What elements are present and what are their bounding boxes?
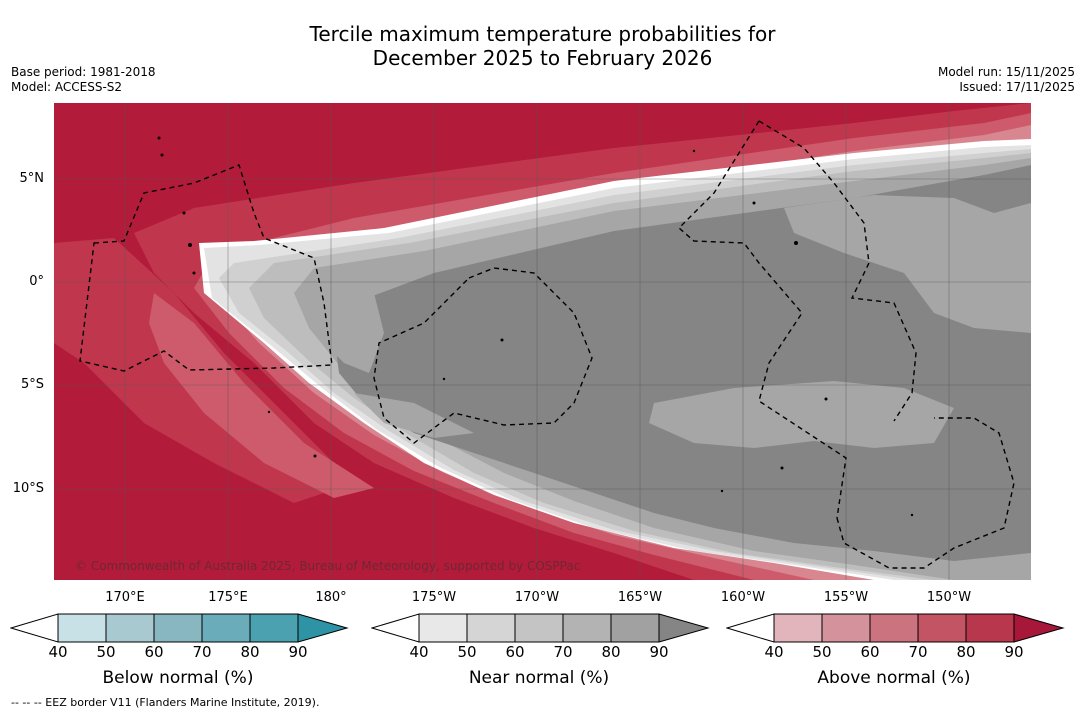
lon-label-165w: 165°W bbox=[617, 590, 663, 605]
near-70-patch-west bbox=[304, 278, 384, 373]
lon-label-155w: 155°W bbox=[823, 590, 869, 605]
colorbar-below-seg-1 bbox=[106, 614, 154, 642]
chart-title: Tercile maximum temperature probabilitie… bbox=[0, 22, 1085, 70]
above-tick-90: 90 bbox=[1004, 643, 1024, 661]
graticule bbox=[54, 103, 1031, 580]
below-tick-60: 60 bbox=[144, 643, 164, 661]
model-name: Model: ACCESS-S2 bbox=[11, 80, 123, 94]
colorbar-below-extend-low bbox=[10, 613, 59, 643]
eez-line-islands-west bbox=[677, 120, 847, 519]
colorbar-below-seg-4 bbox=[250, 614, 298, 642]
colorbar-above bbox=[726, 613, 1065, 643]
colorbar-near-seg-3 bbox=[563, 614, 611, 642]
meta-left: Base period: 1981-2018 Model: ACCESS-S2 bbox=[11, 65, 156, 95]
below-normal-label: Below normal (%) bbox=[102, 668, 254, 688]
above-normal-label: Above normal (%) bbox=[817, 668, 971, 688]
near-90-region bbox=[334, 165, 1031, 561]
colorbar-near-seg-4 bbox=[611, 614, 659, 642]
colorbar-below-seg-3 bbox=[202, 614, 250, 642]
lon-label-160w: 160°W bbox=[720, 590, 766, 605]
title-line-2: December 2025 to February 2026 bbox=[372, 46, 713, 70]
lon-label-175e: 175°E bbox=[208, 590, 248, 605]
lat-label-5n: 5°N bbox=[19, 171, 45, 186]
colorbar-above-seg-4 bbox=[966, 614, 1014, 642]
eez-footnote: -- -- -- EEZ border V11 (Flanders Marine… bbox=[11, 696, 320, 709]
colorbar-below-seg-0 bbox=[58, 614, 106, 642]
near-tick-60: 60 bbox=[505, 643, 525, 661]
above-tick-50: 50 bbox=[812, 643, 832, 661]
near-tick-50: 50 bbox=[457, 643, 477, 661]
eez-cook bbox=[836, 417, 1015, 569]
near-normal-label: Near normal (%) bbox=[468, 668, 610, 688]
lon-label-170w: 170°W bbox=[514, 590, 560, 605]
eez-kiribati-gilbert bbox=[79, 164, 333, 372]
probability-map bbox=[54, 103, 1031, 580]
above-tick-80: 80 bbox=[956, 643, 976, 661]
below-tick-90: 90 bbox=[288, 643, 308, 661]
lat-label-0: 0° bbox=[29, 274, 44, 289]
below-tick-80: 80 bbox=[240, 643, 260, 661]
colorbar-above-extend-high bbox=[1014, 614, 1063, 642]
islands bbox=[157, 136, 914, 517]
colorbar-above-extend-low bbox=[726, 613, 775, 643]
colorbar-above-seg-2 bbox=[870, 614, 918, 642]
map-svg bbox=[54, 103, 1031, 580]
colorbar-above-seg-1 bbox=[822, 614, 870, 642]
near-tick-90: 90 bbox=[649, 643, 669, 661]
colorbar-below-extend-high bbox=[298, 614, 347, 642]
below-tick-40: 40 bbox=[48, 643, 68, 661]
near-70-patch-south bbox=[649, 381, 954, 448]
below-tick-50: 50 bbox=[96, 643, 116, 661]
colorbar-near-seg-0 bbox=[419, 614, 467, 642]
eez-borders bbox=[79, 120, 1015, 569]
colorbar-near-extend-low bbox=[371, 613, 420, 643]
eez-phoenix bbox=[373, 267, 593, 444]
below-tick-70: 70 bbox=[192, 643, 212, 661]
meta-right: Model run: 15/11/2025 Issued: 17/11/2025 bbox=[938, 65, 1075, 95]
above-tick-40: 40 bbox=[764, 643, 784, 661]
above-tick-60: 60 bbox=[860, 643, 880, 661]
lon-label-150w: 150°W bbox=[926, 590, 972, 605]
colorbar-above-seg-0 bbox=[774, 614, 822, 642]
lat-label-5s: 5°S bbox=[20, 377, 44, 392]
colorbar-near-extend-high bbox=[659, 614, 708, 642]
lon-label-170e: 170°E bbox=[105, 590, 145, 605]
model-run: Model run: 15/11/2025 bbox=[937, 65, 1075, 79]
near-70-patch-southwest bbox=[354, 393, 474, 438]
near-tick-70: 70 bbox=[553, 643, 573, 661]
base-period: Base period: 1981-2018 bbox=[11, 65, 156, 79]
copyright-notice: © Commonwealth of Australia 2025, Bureau… bbox=[75, 559, 581, 573]
colorbar-near-seg-1 bbox=[467, 614, 515, 642]
lon-label-175w: 175°W bbox=[411, 590, 457, 605]
eez-line-islands bbox=[758, 120, 917, 422]
colorbar-below-seg-2 bbox=[154, 614, 202, 642]
near-tick-80: 80 bbox=[601, 643, 621, 661]
above-70-west bbox=[149, 293, 374, 498]
near-tick-40: 40 bbox=[409, 643, 429, 661]
above-tick-70: 70 bbox=[908, 643, 928, 661]
colorbar-near-seg-2 bbox=[515, 614, 563, 642]
issued-date: Issued: 17/11/2025 bbox=[959, 80, 1075, 94]
colorbar-near bbox=[371, 613, 710, 643]
colorbar-below bbox=[10, 613, 349, 643]
title-line-1: Tercile maximum temperature probabilitie… bbox=[309, 22, 776, 46]
lat-label-10s: 10°S bbox=[12, 481, 44, 496]
colorbar-above-seg-3 bbox=[918, 614, 966, 642]
lon-label-180: 180° bbox=[315, 590, 347, 605]
